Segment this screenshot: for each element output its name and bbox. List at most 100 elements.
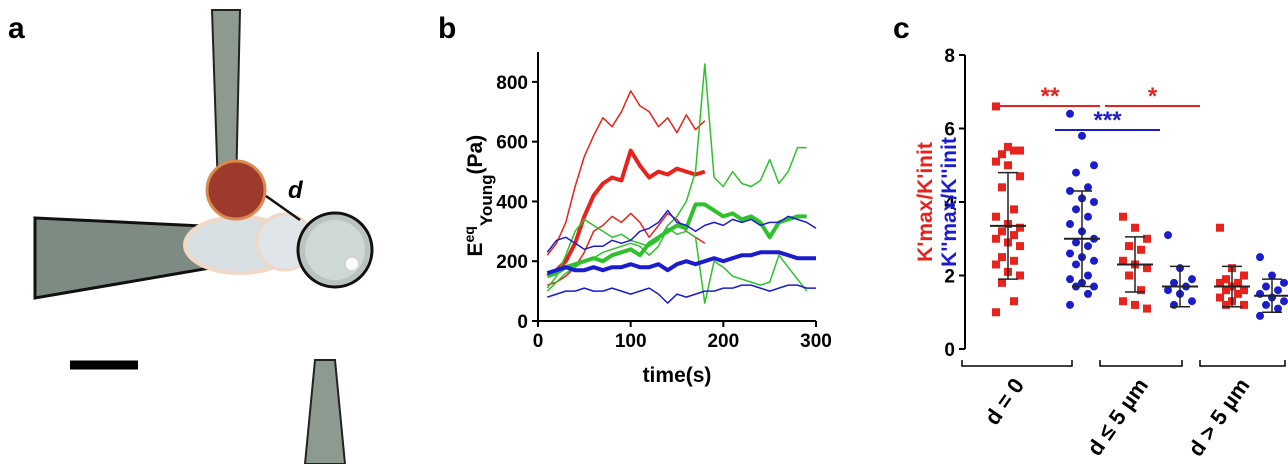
data-point — [1084, 242, 1092, 251]
y-tick-label: 200 — [496, 252, 528, 273]
y-tick-label: 4 — [944, 193, 955, 214]
data-point — [1222, 275, 1230, 284]
data-point — [992, 157, 1000, 166]
data-point — [1256, 253, 1264, 262]
data-point — [1010, 146, 1018, 155]
data-point — [1125, 271, 1133, 280]
data-line — [546, 63, 807, 289]
data-point — [1274, 286, 1282, 295]
data-point — [1143, 264, 1151, 273]
data-point — [1280, 278, 1288, 287]
data-point — [1066, 109, 1074, 118]
data-point — [1216, 223, 1224, 232]
y-tick-label: 0 — [517, 312, 528, 333]
data-point — [1090, 282, 1098, 291]
y-tick-label: 6 — [944, 120, 955, 141]
data-point — [1072, 168, 1080, 177]
data-point — [1216, 293, 1224, 302]
data-point — [1131, 223, 1139, 232]
data-point — [1240, 286, 1248, 295]
data-point — [998, 150, 1006, 159]
data-line — [546, 209, 817, 253]
data-point — [1240, 300, 1248, 309]
group-bracket — [961, 360, 1073, 367]
data-point — [1256, 311, 1264, 320]
data-point — [1084, 289, 1092, 298]
data-point — [998, 253, 1006, 262]
data-point — [1016, 146, 1024, 155]
data-point — [992, 260, 1000, 269]
distance-label: d — [288, 177, 304, 204]
data-point — [1010, 256, 1018, 265]
data-point — [1164, 286, 1172, 295]
data-point — [1084, 271, 1092, 280]
group-bracket — [1099, 360, 1183, 367]
y-axis-label-part: eq — [461, 226, 477, 242]
x-tick-label: 200 — [707, 331, 739, 352]
data-point — [1090, 198, 1098, 206]
data-point — [998, 227, 1006, 236]
significance-label: ** — [1041, 83, 1060, 110]
data-point — [1234, 289, 1242, 298]
illustration: d — [33, 9, 374, 465]
data-point — [1170, 278, 1178, 287]
data-point — [1066, 220, 1074, 229]
data-point — [1084, 212, 1092, 221]
data-point — [1222, 300, 1230, 309]
data-point — [1016, 223, 1024, 232]
data-point — [1119, 297, 1127, 306]
data-point — [1010, 205, 1018, 214]
x-tick-label: d > 5 µm — [1183, 374, 1255, 461]
data-point — [1090, 256, 1098, 265]
data-point — [992, 212, 1000, 221]
data-point — [1119, 256, 1127, 265]
panel-label: c — [893, 12, 910, 45]
data-point — [1262, 282, 1270, 291]
data-line — [546, 148, 706, 278]
data-point — [1066, 186, 1074, 195]
y-tick-label: 0 — [944, 340, 955, 361]
data-point — [1234, 278, 1242, 287]
data-point — [1137, 245, 1145, 254]
significance-label: *** — [1093, 107, 1122, 134]
data-point — [1280, 297, 1288, 306]
y-tick-label: 600 — [496, 133, 528, 154]
data-point — [1072, 260, 1080, 269]
data-point — [1066, 300, 1074, 309]
y-tick-label: 8 — [944, 46, 955, 67]
x-tick-label: 100 — [615, 331, 647, 352]
y-tick-label: 800 — [496, 73, 528, 94]
data-point — [992, 308, 1000, 317]
x-axis-label: time(s) — [643, 364, 712, 387]
y-axis-label: EeqYoung(Pa) — [461, 135, 496, 257]
data-point — [992, 102, 1000, 111]
data-point — [1268, 271, 1276, 280]
data-line — [546, 202, 807, 279]
data-point — [1274, 304, 1282, 313]
series-label: K''max/K''init — [938, 137, 961, 267]
data-point — [1004, 142, 1012, 151]
data-point — [1010, 231, 1018, 240]
y-axis-label-part: (Pa) — [464, 135, 487, 175]
data-point — [1222, 286, 1230, 295]
data-point — [1084, 183, 1092, 192]
data-line — [546, 250, 816, 276]
y-axis-label-part: E — [464, 242, 487, 256]
data-point — [1143, 304, 1151, 313]
data-point — [1188, 275, 1196, 284]
data-point — [1072, 205, 1080, 214]
y-axis-label-part: Young — [477, 175, 496, 227]
data-point — [1125, 242, 1133, 251]
data-line — [547, 284, 816, 304]
data-point — [1216, 278, 1224, 287]
x-tick-label: d = 0 — [980, 374, 1030, 430]
data-point — [992, 234, 1000, 243]
x-tick-label: d ≤ 5 µm — [1082, 374, 1153, 461]
y-tick-label: 400 — [496, 192, 528, 213]
data-point — [1170, 300, 1178, 309]
data-point — [1119, 212, 1127, 221]
data-point — [1066, 275, 1074, 284]
data-point — [1090, 161, 1098, 170]
